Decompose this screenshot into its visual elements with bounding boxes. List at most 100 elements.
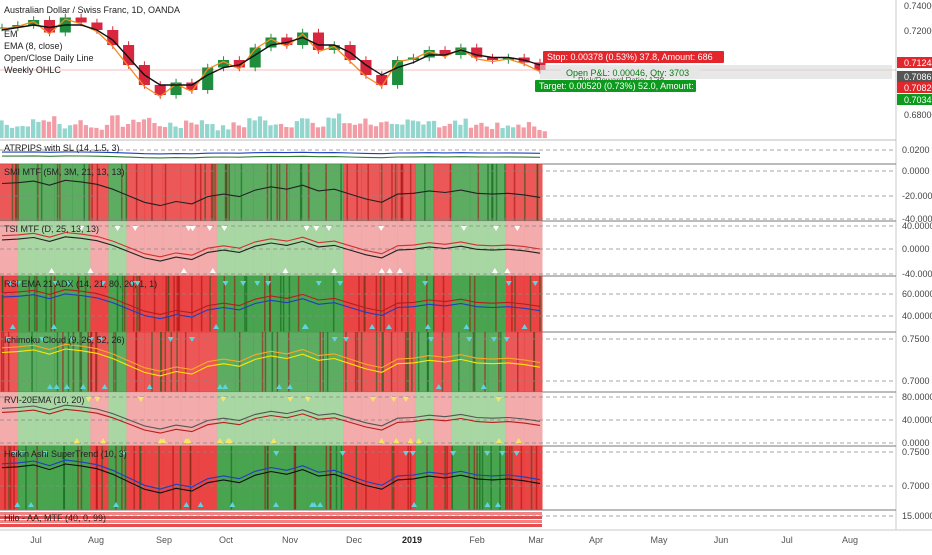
- pane-stripe: [288, 276, 291, 332]
- pane-stripe: [204, 164, 206, 221]
- volume-bar: [489, 128, 495, 138]
- volume-bar: [347, 123, 352, 138]
- pane-shade: [18, 392, 37, 446]
- volume-bar: [168, 122, 173, 138]
- signal-marker: [73, 438, 80, 443]
- pane-shade: [144, 392, 164, 446]
- signal-marker: [129, 281, 136, 286]
- pane-shade: [325, 276, 344, 332]
- signal-marker: [287, 397, 294, 402]
- pane-shade: [108, 332, 127, 392]
- signal-marker: [7, 281, 14, 286]
- pane-shade: [505, 392, 525, 446]
- pane-stripe: [424, 164, 426, 221]
- signal-marker: [303, 226, 310, 231]
- pane-shade: [144, 446, 164, 510]
- pane-stripe: [319, 332, 322, 392]
- pane-shade: [469, 276, 489, 332]
- pane-shade: [198, 446, 218, 510]
- volume-bar: [532, 126, 537, 138]
- volume-bar: [67, 125, 73, 138]
- signal-marker: [480, 384, 487, 389]
- signal-marker: [197, 502, 204, 507]
- pane-stripe: [45, 276, 47, 332]
- pane-stripe: [139, 446, 141, 510]
- signal-marker: [209, 268, 216, 273]
- candle: [123, 45, 135, 65]
- pane-stripe: [266, 164, 269, 221]
- pane-stripe: [124, 446, 127, 510]
- pane-stripe: [125, 164, 128, 221]
- volume-bar: [231, 122, 236, 138]
- pane-shade: [289, 332, 308, 392]
- pane-shade: [289, 392, 308, 446]
- pane-stripe: [133, 446, 136, 510]
- pane-stripe: [101, 446, 103, 510]
- signal-marker: [80, 384, 87, 389]
- pane-shade: [162, 164, 182, 221]
- candle: [360, 60, 372, 75]
- signal-marker: [146, 384, 153, 389]
- pane-shade: [234, 446, 254, 510]
- pane-shade: [523, 392, 543, 446]
- pane-shade: [0, 164, 19, 221]
- pane-stripe: [245, 276, 248, 332]
- pane-stripe: [80, 446, 83, 510]
- pane-stripe: [401, 164, 404, 221]
- signal-marker: [100, 438, 107, 443]
- pane-rsi: RSI EMA 21 ADX (14, 21, 80, 20, 1, 1) 60.…: [0, 276, 932, 333]
- volume-bar: [379, 122, 384, 138]
- target-box[interactable]: [535, 80, 696, 92]
- pane-stripe: [468, 446, 470, 510]
- pane-shade: [451, 164, 471, 221]
- pane-shade: [126, 392, 146, 446]
- signal-marker: [390, 397, 397, 402]
- pane-stripe: [511, 446, 513, 510]
- pane-stripe: [72, 332, 75, 392]
- pane-stripe: [426, 276, 428, 332]
- volume-bar: [263, 120, 268, 138]
- pane-stripe: [293, 446, 296, 510]
- pane-stripe: [59, 164, 61, 221]
- pane-stripe: [271, 332, 274, 392]
- candle: [75, 17, 87, 23]
- pane-stripe: [495, 164, 498, 221]
- pane-stripe: [67, 332, 70, 392]
- volume-bar: [15, 126, 20, 138]
- signal-marker: [101, 384, 108, 389]
- signal-marker: [393, 438, 400, 443]
- indicator-line: [1, 348, 541, 377]
- pane-stripe: [34, 276, 36, 332]
- pane-stripe: [40, 164, 43, 221]
- pane-stripe: [88, 164, 90, 221]
- pane-shade: [36, 446, 55, 510]
- pane-shade: [487, 392, 507, 446]
- pane-shade: [216, 221, 236, 276]
- pane-shade: [36, 392, 55, 446]
- price-badge-bg: [897, 82, 932, 93]
- candle: [249, 47, 261, 68]
- stop-box[interactable]: [543, 51, 724, 63]
- pane-tick: 60.0000: [902, 289, 932, 299]
- volume-bar: [199, 120, 205, 138]
- pane-stripe: [367, 164, 369, 221]
- pane-stripe: [517, 332, 519, 392]
- volume-bar: [31, 119, 36, 138]
- pane-shade: [379, 446, 398, 510]
- price-badge: 0.70346: [904, 95, 932, 105]
- pane-stripe: [426, 446, 428, 510]
- pane-stripe: [514, 276, 516, 332]
- signal-marker: [378, 268, 385, 273]
- signal-marker: [85, 397, 92, 402]
- pane-stripe: [37, 164, 39, 221]
- volume-bar: [421, 124, 426, 138]
- signal-marker: [304, 397, 311, 402]
- candle: [265, 37, 277, 48]
- pane-shade: [180, 332, 200, 392]
- pane-label-price2: Ichimoku Cloud (9, 26, 52, 26): [4, 335, 125, 345]
- chart-title: Australian Dollar / Swiss Franc, 1D, OAN…: [4, 5, 180, 15]
- pane-stripe: [506, 446, 509, 510]
- pane-stripe: [529, 276, 532, 332]
- volume-bar: [41, 120, 46, 138]
- pane-stripe: [407, 276, 409, 332]
